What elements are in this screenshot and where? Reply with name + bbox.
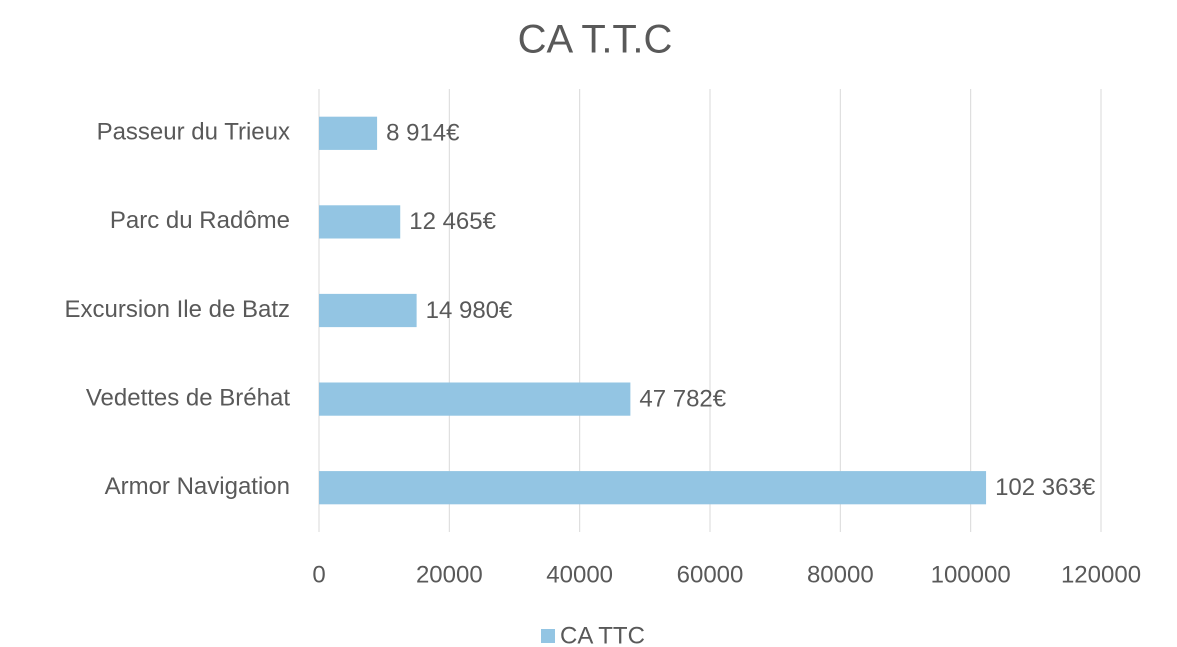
x-tick-label: 80000 [807, 561, 874, 588]
y-tick-label: Parc du Radôme [110, 207, 290, 234]
value-label: 12 465€ [409, 208, 496, 235]
x-tick-label: 120000 [1061, 561, 1141, 588]
x-tick-label: 60000 [677, 561, 744, 588]
bar [319, 293, 417, 328]
value-label: 102 363€ [995, 474, 1096, 501]
chart-title: CA T.T.C [518, 18, 673, 62]
bar [319, 116, 378, 150]
x-tick-label: 40000 [546, 561, 613, 588]
y-tick-label: Vedettes de Bréhat [86, 384, 290, 411]
y-tick-label: Excursion Ile de Batz [65, 296, 290, 323]
x-tick-label: 0 [312, 561, 325, 588]
bar [319, 205, 401, 239]
x-tick-label: 20000 [416, 561, 483, 588]
legend-swatch [541, 629, 555, 643]
bar [319, 471, 987, 505]
legend-label: CA TTC [560, 622, 645, 647]
value-label: 47 782€ [639, 385, 726, 412]
value-label: 14 980€ [426, 297, 513, 324]
y-tick-label: Passeur du Trieux [97, 119, 290, 146]
bar [319, 382, 631, 416]
y-tick-label: Armor Navigation [105, 473, 290, 500]
value-label: 8 914€ [386, 120, 460, 147]
x-tick-label: 100000 [931, 561, 1011, 588]
